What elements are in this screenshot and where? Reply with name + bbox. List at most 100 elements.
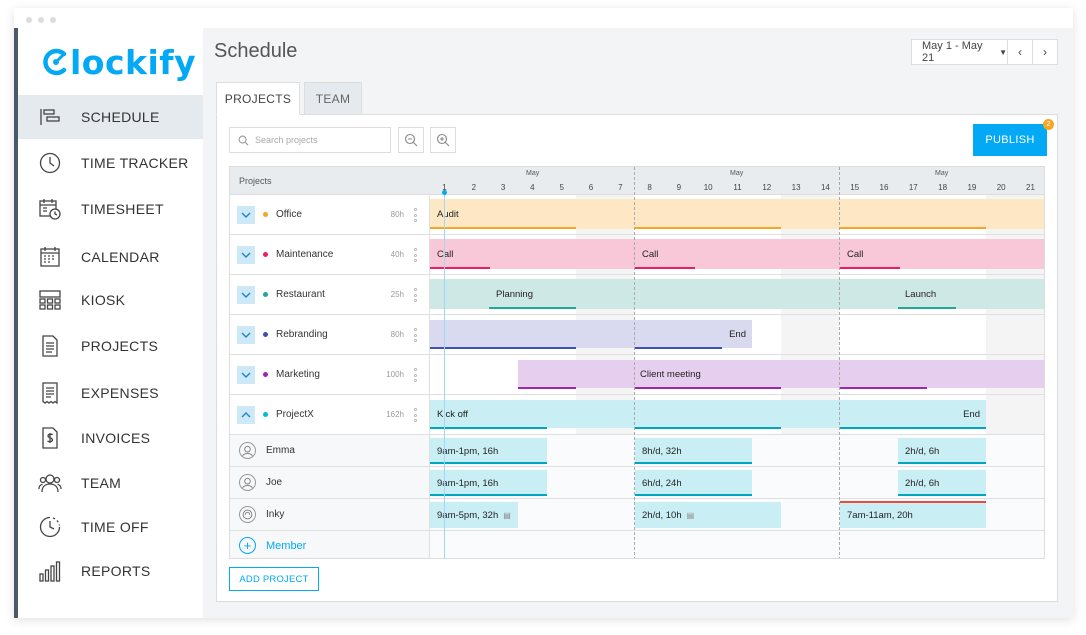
day-label: 5 xyxy=(559,183,564,192)
avatar xyxy=(239,506,256,523)
allocation-bar[interactable]: 8h/d, 32h xyxy=(635,438,752,464)
row-menu-icon[interactable] xyxy=(413,328,417,342)
add-member-button[interactable]: + Member xyxy=(239,537,306,554)
app-window: lockify SCHEDULE TIME TRACKER TIMESHEET … xyxy=(14,8,1073,618)
collapse-toggle[interactable] xyxy=(237,206,255,224)
tab-projects[interactable]: PROJECTS xyxy=(216,82,300,115)
sidebar-item-team[interactable]: TEAM xyxy=(18,461,203,505)
zoom-out-button[interactable] xyxy=(398,127,424,153)
project-bar[interactable]: Planning xyxy=(489,279,576,309)
chevron-down-icon xyxy=(241,372,251,378)
member-name: Inky xyxy=(266,509,285,520)
next-period-button[interactable]: › xyxy=(1032,39,1058,65)
allocation-bar[interactable]: 9am-1pm, 16h xyxy=(430,438,547,464)
chevron-down-icon xyxy=(241,292,251,298)
project-bar[interactable]: End xyxy=(430,320,752,348)
month-label: May xyxy=(730,170,744,177)
project-hours: 40h xyxy=(390,250,404,259)
sidebar-item-label: TIME TRACKER xyxy=(81,155,189,171)
day-label: 19 xyxy=(967,183,977,192)
sidebar-item-schedule[interactable]: SCHEDULE xyxy=(18,95,203,139)
grid-header: Projects May May May 1 2 3 4 5 6 7 8 9 10 11 12 13 14… xyxy=(230,167,1044,195)
sidebar-item-label: EXPENSES xyxy=(81,385,159,401)
row-menu-icon[interactable] xyxy=(413,288,417,302)
sidebar-item-label: PROJECTS xyxy=(81,338,159,354)
project-bar[interactable]: Kick off xyxy=(430,400,986,428)
invoices-icon xyxy=(42,427,58,449)
project-hours: 25h xyxy=(390,290,404,299)
main-content: Schedule May 1 - May 21 ▼ ‹ › PROJECTS T… xyxy=(203,28,1073,618)
allocation-bar[interactable]: 6h/d, 24h xyxy=(635,470,752,496)
allocation-label: 6h/d, 24h xyxy=(642,477,682,489)
sidebar-item-expenses[interactable]: EXPENSES xyxy=(18,371,203,415)
day-label: 14 xyxy=(820,183,830,192)
allocation-label: 2h/d, 10h xyxy=(642,509,682,521)
project-bar[interactable]: Call xyxy=(635,239,695,269)
search-input[interactable]: Search projects xyxy=(229,127,391,153)
clockify-logo[interactable]: lockify xyxy=(42,42,196,82)
bar-underline xyxy=(898,462,986,464)
row-menu-icon[interactable] xyxy=(413,248,417,262)
allocation-bar[interactable]: 9am-1pm, 16h xyxy=(430,470,547,496)
date-range-picker[interactable]: May 1 - May 21 ▼ xyxy=(911,39,1008,65)
member-row: 9am-1pm, 16h 8h/d, 32h 2h/d, 6h Emma xyxy=(230,435,1044,467)
sidebar-item-projects[interactable]: PROJECTS xyxy=(18,324,203,368)
sidebar-item-calendar[interactable]: CALENDAR xyxy=(18,235,203,279)
project-color-dot xyxy=(263,252,268,257)
sidebar-item-invoices[interactable]: INVOICES xyxy=(18,416,203,460)
add-member-row: + Member xyxy=(230,531,1044,558)
allocation-bar[interactable]: 7am-11am, 20h xyxy=(840,502,986,528)
publish-badge: 2 xyxy=(1043,119,1054,130)
collapse-toggle[interactable] xyxy=(237,406,255,424)
sidebar-item-timesheet[interactable]: TIMESHEET xyxy=(18,187,203,231)
day-label: 8 xyxy=(647,183,652,192)
prev-period-button[interactable]: ‹ xyxy=(1007,39,1033,65)
project-bar[interactable]: Audit xyxy=(430,199,1044,229)
sidebar-item-reports[interactable]: REPORTS xyxy=(18,549,203,593)
project-bar[interactable]: Call xyxy=(430,239,490,269)
allocation-bar[interactable]: 2h/d, 10h ▤ xyxy=(635,502,781,528)
row-menu-icon[interactable] xyxy=(413,368,417,382)
day-label: 13 xyxy=(791,183,801,192)
bar-underline xyxy=(430,347,576,349)
sidebar-item-label: TIME OFF xyxy=(81,519,149,535)
collapse-toggle[interactable] xyxy=(237,326,255,344)
member-row: 9am-5pm, 32h ▤ 2h/d, 10h ▤ 7am-11am, 20h I… xyxy=(230,499,1044,531)
allocation-bar[interactable]: 2h/d, 6h xyxy=(898,470,986,496)
sidebar-item-label: SCHEDULE xyxy=(81,109,160,125)
logo-text: lockify xyxy=(70,42,197,82)
search-icon xyxy=(238,135,249,145)
bar-label: Audit xyxy=(437,208,459,220)
month-label: May xyxy=(526,170,540,177)
project-bar[interactable]: Call xyxy=(840,239,900,269)
add-project-button[interactable]: ADD PROJECT xyxy=(229,567,319,591)
project-row: Client meeting Marketing 100h xyxy=(230,355,1044,395)
project-name: Restaurant xyxy=(276,289,325,300)
bar-label: Call xyxy=(437,248,454,260)
allocation-bar[interactable]: 2h/d, 6h xyxy=(898,438,986,464)
sidebar-item-time-off[interactable]: TIME OFF xyxy=(18,505,203,549)
sidebar-item-kiosk[interactable]: KIOSK xyxy=(18,278,203,322)
tab-team[interactable]: TEAM xyxy=(304,82,362,115)
day-label: 1 xyxy=(442,183,447,192)
collapse-toggle[interactable] xyxy=(237,366,255,384)
bar-underline xyxy=(840,387,927,389)
bar-label: Call xyxy=(642,248,659,260)
row-menu-icon[interactable] xyxy=(413,408,417,422)
row-menu-icon[interactable] xyxy=(413,208,417,222)
project-bar[interactable]: End xyxy=(956,400,986,428)
bar-underline xyxy=(635,387,781,389)
chevron-down-icon xyxy=(241,332,251,338)
collapse-toggle[interactable] xyxy=(237,286,255,304)
bar-label: Planning xyxy=(496,288,533,300)
day-label: 20 xyxy=(996,183,1006,192)
collapse-toggle[interactable] xyxy=(237,246,255,264)
zoom-in-button[interactable] xyxy=(430,127,456,153)
project-bar[interactable]: Client meeting xyxy=(518,360,1044,388)
sidebar-item-time-tracker[interactable]: TIME TRACKER xyxy=(18,141,203,185)
publish-button[interactable]: PUBLISH xyxy=(973,124,1047,156)
project-bar[interactable]: Launch xyxy=(898,279,956,309)
project-bar[interactable] xyxy=(430,239,1044,269)
today-marker-dot xyxy=(442,190,447,195)
chevron-left-icon: ‹ xyxy=(1018,45,1022,59)
